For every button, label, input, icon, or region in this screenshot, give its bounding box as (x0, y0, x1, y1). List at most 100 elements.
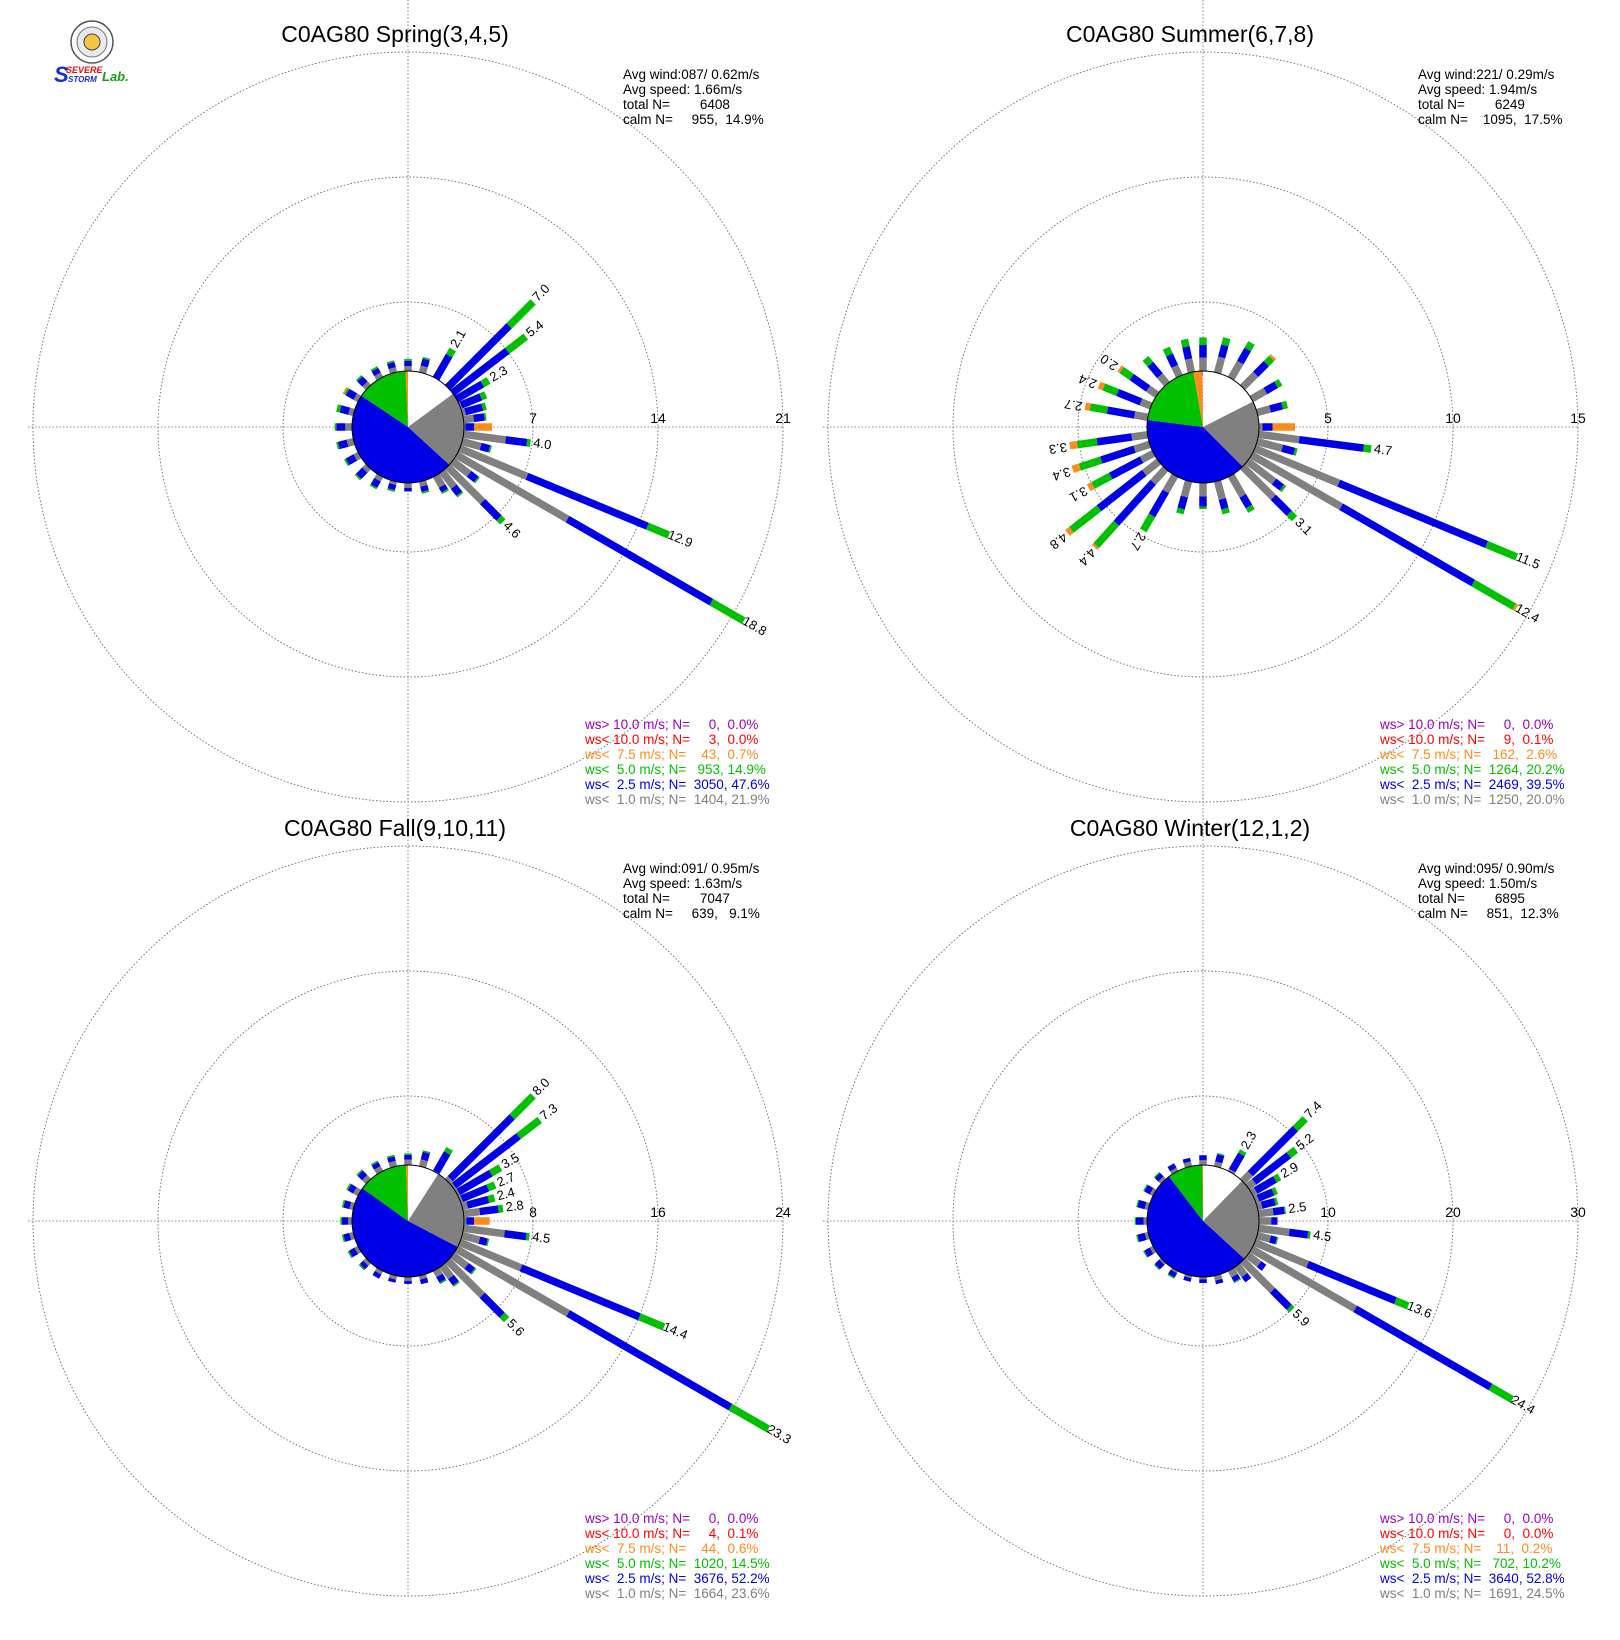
petal-segment-lt5 (1279, 484, 1287, 493)
petal-segment-lt25 (1339, 503, 1476, 587)
petal-segment-lt25 (1269, 1287, 1292, 1310)
petal-120 (451, 1243, 771, 1433)
ring-label: 10 (1445, 410, 1461, 426)
stats-line: Avg wind:095/ 0.90m/s (1418, 861, 1555, 876)
petal-segment-lt25 (370, 477, 381, 488)
petal-value-label: 7.3 (537, 1100, 560, 1123)
stats-line: total N= 7047 (623, 891, 730, 906)
petal-segment-lt25 (1239, 493, 1253, 509)
legend-row-gt10: ws> 10.0 m/s; N= 0, 0.0% (584, 1511, 758, 1526)
petal-segment-lt5 (1167, 1273, 1175, 1279)
legend-row-lt75: ws< 7.5 m/s; N= 43, 0.7% (584, 747, 758, 762)
petal-segment-lt5 (334, 423, 337, 431)
panel-title: C0AG80 Fall(9,10,11) (284, 815, 506, 841)
petal-segment-lt25 (466, 1217, 475, 1225)
petal-value-label: 23.3 (765, 1421, 794, 1447)
petal-segment-lt25 (359, 1260, 369, 1270)
range-ring (827, 845, 1579, 1597)
petal-segment-lt75 (342, 387, 348, 395)
petal-segment-lt5 (1119, 366, 1134, 381)
petal-segment-lt5 (1244, 341, 1255, 352)
petal-segment-lt1 (459, 1224, 505, 1238)
petal-segment-lt25 (1271, 478, 1285, 491)
pie-slice-lt75 (405, 1165, 408, 1221)
petal-segment-lt5 (645, 522, 671, 539)
petal-segment-lt25 (1137, 1232, 1147, 1242)
legend-row-gt10: ws> 10.0 m/s; N= 0, 0.0% (1379, 1511, 1553, 1526)
petal-segment-lt5 (1274, 379, 1283, 388)
ring-label: 16 (650, 1204, 666, 1220)
petal-segment-lt5 (1078, 456, 1103, 471)
petal-segment-lt5 (354, 473, 362, 481)
petal-segment-lt1 (1249, 443, 1341, 487)
windrose-panel: 5 10 154.711.512.43.12.74.44.83.13.43.32.7… (823, 0, 1586, 807)
petal-segment-lt5 (445, 347, 456, 358)
petal-segment-lt25 (456, 1169, 493, 1196)
petal-segment-lt25 (387, 1156, 396, 1163)
petal-97.5 (1254, 430, 1372, 453)
petal-segment-lt5 (370, 1160, 379, 1166)
petal-segment-lt25 (371, 367, 381, 377)
petal-value-label: 4.4 (1076, 545, 1099, 568)
legend-row-lt10: ws< 10.0 m/s; N= 0, 0.0% (1379, 1526, 1553, 1541)
petal-segment-lt25 (1199, 345, 1207, 358)
petal-segment-lt25 (1306, 1260, 1397, 1305)
petal-value-label: 5.2 (1293, 1130, 1316, 1153)
pie-slice-calm (1203, 1165, 1243, 1221)
petal-segment-lt75 (1512, 603, 1519, 612)
petal-value-label: 2.5 (1287, 1199, 1307, 1216)
petal-segment-lt25 (1136, 1217, 1144, 1225)
petal-165 (1212, 476, 1230, 515)
petal-segment-lt25 (465, 423, 475, 431)
direction-petals: 4.711.512.43.12.74.44.83.13.43.32.72.42.… (1047, 337, 1542, 626)
petal-52.5 (446, 1116, 543, 1193)
petal-segment-lt25 (404, 487, 412, 492)
petal-value-label: 2.4 (1076, 371, 1098, 392)
petal-segment-lt25 (1166, 353, 1179, 368)
petal-segment-lt25 (431, 353, 453, 383)
petal-segment-lt75 (1117, 365, 1124, 374)
petal-segment-lt25 (1177, 495, 1188, 510)
petal-segment-lt5 (506, 299, 536, 329)
legend-row-lt1: ws< 1.0 m/s; N= 1691, 24.5% (1379, 1586, 1565, 1601)
petal-127.5 (1241, 455, 1287, 493)
petal-segment-lt5 (1199, 337, 1207, 345)
speed-pie (1146, 370, 1260, 484)
petal-segment-lt5 (358, 1263, 366, 1271)
ring-label: 10 (1320, 1204, 1336, 1220)
petal-135 (1237, 1255, 1295, 1313)
petal-segment-lt25 (343, 1232, 352, 1242)
pie-slice-lt5 (361, 371, 408, 427)
petal-segment-lt25 (355, 467, 368, 480)
pie-slice-lt5 (362, 1165, 408, 1221)
petal-segment-lt25 (1168, 1269, 1178, 1278)
petal-segment-lt25 (454, 380, 485, 403)
petal-segment-lt25 (473, 413, 485, 423)
petal-segment-lt5 (505, 333, 529, 354)
petal-segment-lt25 (451, 1133, 521, 1189)
pie-slice-lt75 (405, 371, 408, 427)
range-ring (282, 301, 534, 553)
petal-value-label: 2.7 (1063, 396, 1083, 414)
petal-segment-lt5 (1076, 438, 1098, 449)
petal-segment-lt5 (1281, 400, 1289, 410)
petal-value-label: 24.4 (1508, 1392, 1537, 1418)
range-ring (32, 845, 784, 1597)
legend-row-lt5: ws< 5.0 m/s; N= 953, 14.9% (584, 762, 766, 777)
petal-segment-lt25 (1096, 433, 1133, 446)
petal-segment-lt75 (474, 423, 493, 431)
petal-segment-lt25 (357, 376, 368, 387)
petal-segment-lt75 (1268, 353, 1277, 362)
petal-segment-lt25 (1215, 1154, 1225, 1164)
petal-value-label: 5.9 (1289, 1306, 1312, 1329)
petal-segment-lt25 (1100, 445, 1136, 464)
pie-slice-calm (408, 1165, 439, 1221)
petal-90 (1255, 423, 1295, 431)
petal-value-label: 4.5 (1312, 1227, 1332, 1244)
petal-segment-lt5 (439, 1279, 447, 1285)
legend-row-lt1: ws< 1.0 m/s; N= 1250, 20.0% (1379, 792, 1565, 807)
speed-pie (351, 370, 465, 484)
stats-line: calm N= 1095, 17.5% (1418, 112, 1562, 127)
speed-pie (351, 1164, 465, 1278)
